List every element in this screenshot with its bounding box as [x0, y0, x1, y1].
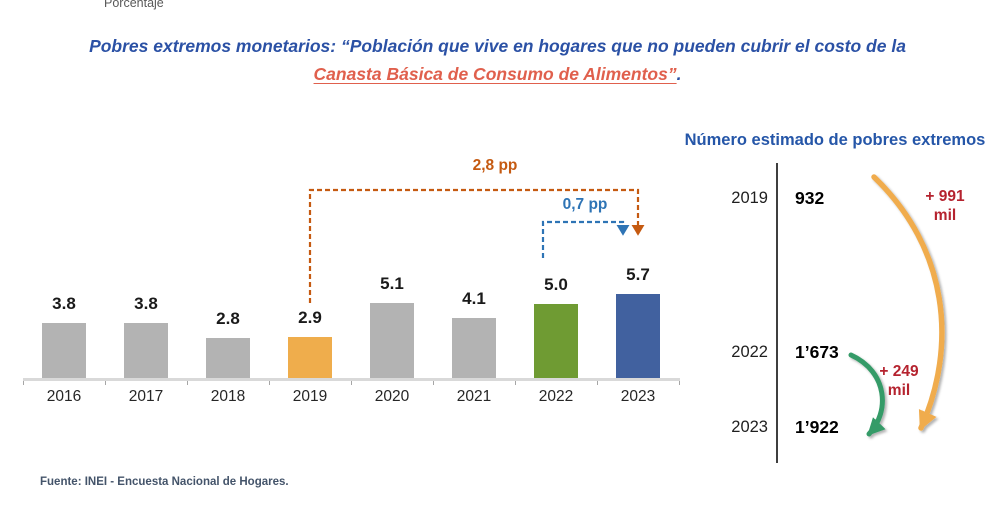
axis-tick — [104, 380, 106, 385]
bar-value-2016: 3.8 — [52, 294, 76, 313]
delta-value: + 991 — [925, 188, 965, 205]
x-tick-label-2019: 2019 — [292, 388, 328, 405]
delta-label-249-mil: + 249 mil — [866, 362, 932, 400]
annotation-label-0-7pp: 0,7 pp — [562, 196, 608, 213]
bar-value-2022: 5.0 — [544, 275, 568, 294]
title-line2-underlined: Canasta Básica de Consumo de Alimentos” — [313, 64, 677, 84]
bar-2021 — [452, 318, 496, 381]
bar-value-2023: 5.7 — [626, 265, 650, 284]
axis-tick — [350, 380, 352, 385]
x-tick-label-2022: 2022 — [538, 388, 574, 405]
x-tick-label-2023: 2023 — [620, 388, 656, 405]
delta-value: + 249 — [879, 363, 919, 380]
estimate-value-2023: 1’922 — [795, 417, 839, 437]
axis-tick — [186, 380, 188, 385]
delta-unit: mil — [933, 207, 957, 224]
bar-value-2018: 2.8 — [216, 309, 240, 328]
delta-label-991-mil: + 991 mil — [912, 187, 978, 225]
axis-tick — [514, 380, 516, 385]
bar-2017 — [124, 323, 168, 381]
axis-tick — [432, 380, 434, 385]
bar-2020 — [370, 303, 414, 381]
estimate-year-2019: 2019 — [731, 189, 768, 207]
bar-2022 — [534, 304, 578, 381]
axis-tick — [22, 380, 24, 385]
right-panel-title: Número estimado de pobres extremos — [684, 131, 986, 149]
x-tick-label-2016: 2016 — [46, 388, 82, 405]
title-line1: Pobres extremos monetarios: “Población q… — [89, 36, 906, 56]
source-note: Fuente: INEI - Encuesta Nacional de Hoga… — [40, 476, 289, 488]
delta-unit: mil — [887, 382, 911, 399]
axis-tick — [268, 380, 270, 385]
x-tick-label-2020: 2020 — [374, 388, 410, 405]
estimate-value-2022: 1’673 — [795, 342, 839, 362]
x-tick-label-2017: 2017 — [128, 388, 164, 405]
annotation-label-2-8pp: 2,8 pp — [472, 157, 518, 174]
axis-unit-label: Porcentaje — [104, 0, 164, 10]
x-axis-line — [23, 378, 680, 381]
estimate-value-2019: 932 — [795, 188, 825, 208]
slide-title: Pobres extremos monetarios: “Población q… — [0, 33, 995, 89]
title-line2-suffix: . — [676, 64, 682, 84]
axis-tick — [596, 380, 598, 385]
x-tick-label-2021: 2021 — [456, 388, 492, 405]
bar-2016 — [42, 323, 86, 381]
x-tick-label-2018: 2018 — [210, 388, 246, 405]
bar-2018 — [206, 338, 250, 381]
bar-value-2021: 4.1 — [462, 289, 486, 308]
axis-tick — [678, 380, 680, 385]
right-panel-divider — [776, 163, 778, 463]
increase-bracket-2022-2023 — [541, 220, 630, 258]
bar-value-2019: 2.9 — [298, 308, 322, 327]
estimate-year-2022: 2022 — [731, 343, 768, 361]
bar-value-2020: 5.1 — [380, 274, 404, 293]
bar-2019 — [288, 337, 332, 381]
bar-2023 — [616, 294, 660, 381]
bar-value-2017: 3.8 — [134, 294, 158, 313]
estimate-year-2023: 2023 — [731, 418, 768, 436]
